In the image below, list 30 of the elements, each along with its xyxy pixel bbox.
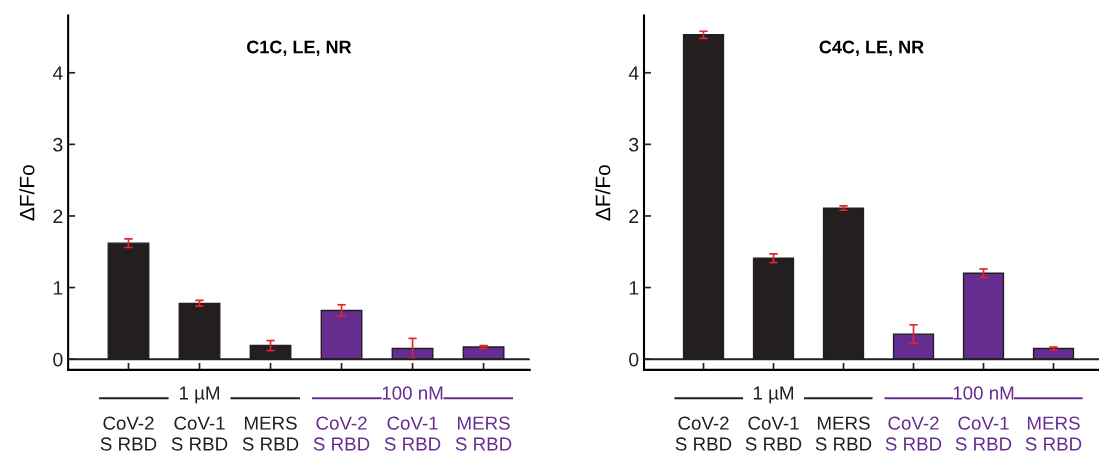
text: C4C, LE, NR [819, 40, 924, 57]
x-tick-label: CoV-2 S RBD [313, 416, 370, 451]
text: 1 µM [753, 386, 793, 404]
x-tick-label: CoV-1 S RBD [171, 416, 228, 451]
x-tick-label: MERS S RBD [242, 416, 299, 451]
x-tick-label: CoV-2 S RBD [100, 416, 157, 451]
x-tick-label: CoV-1 S RBD [955, 416, 1012, 451]
x-tick-label: CoV-2 S RBD [885, 416, 942, 451]
y-tick-label: 1 [629, 281, 639, 295]
text: 100 nM [382, 386, 443, 400]
y-tick-label: 4 [628, 66, 639, 80]
y-axis-title: ΔF/Fo [595, 165, 611, 221]
x-tick-label: CoV-1 S RBD [745, 416, 802, 451]
x-tick-label: CoV-1 S RBD [384, 416, 441, 451]
x-tick-label: MERS S RBD [455, 416, 512, 451]
x-tick-label: CoV-2 S RBD [675, 416, 732, 451]
text: 100 nM [953, 386, 1014, 400]
y-tick-label: 0 [53, 352, 63, 367]
y-tick-label: 0 [629, 352, 639, 367]
y-tick-label: 2 [53, 209, 63, 224]
y-tick-label: 1 [53, 281, 63, 295]
x-tick-label: MERS S RBD [815, 416, 872, 451]
text: C1C, LE, NR [247, 40, 352, 57]
y-tick-label: 2 [629, 209, 639, 224]
y-tick-label: 3 [53, 137, 63, 152]
y-tick-label: 4 [52, 66, 63, 80]
y-tick-label: 3 [629, 137, 639, 152]
y-axis-title: ΔF/Fo [19, 165, 35, 221]
text: 1 µM [179, 386, 219, 404]
x-tick-label: MERS S RBD [1025, 416, 1082, 451]
